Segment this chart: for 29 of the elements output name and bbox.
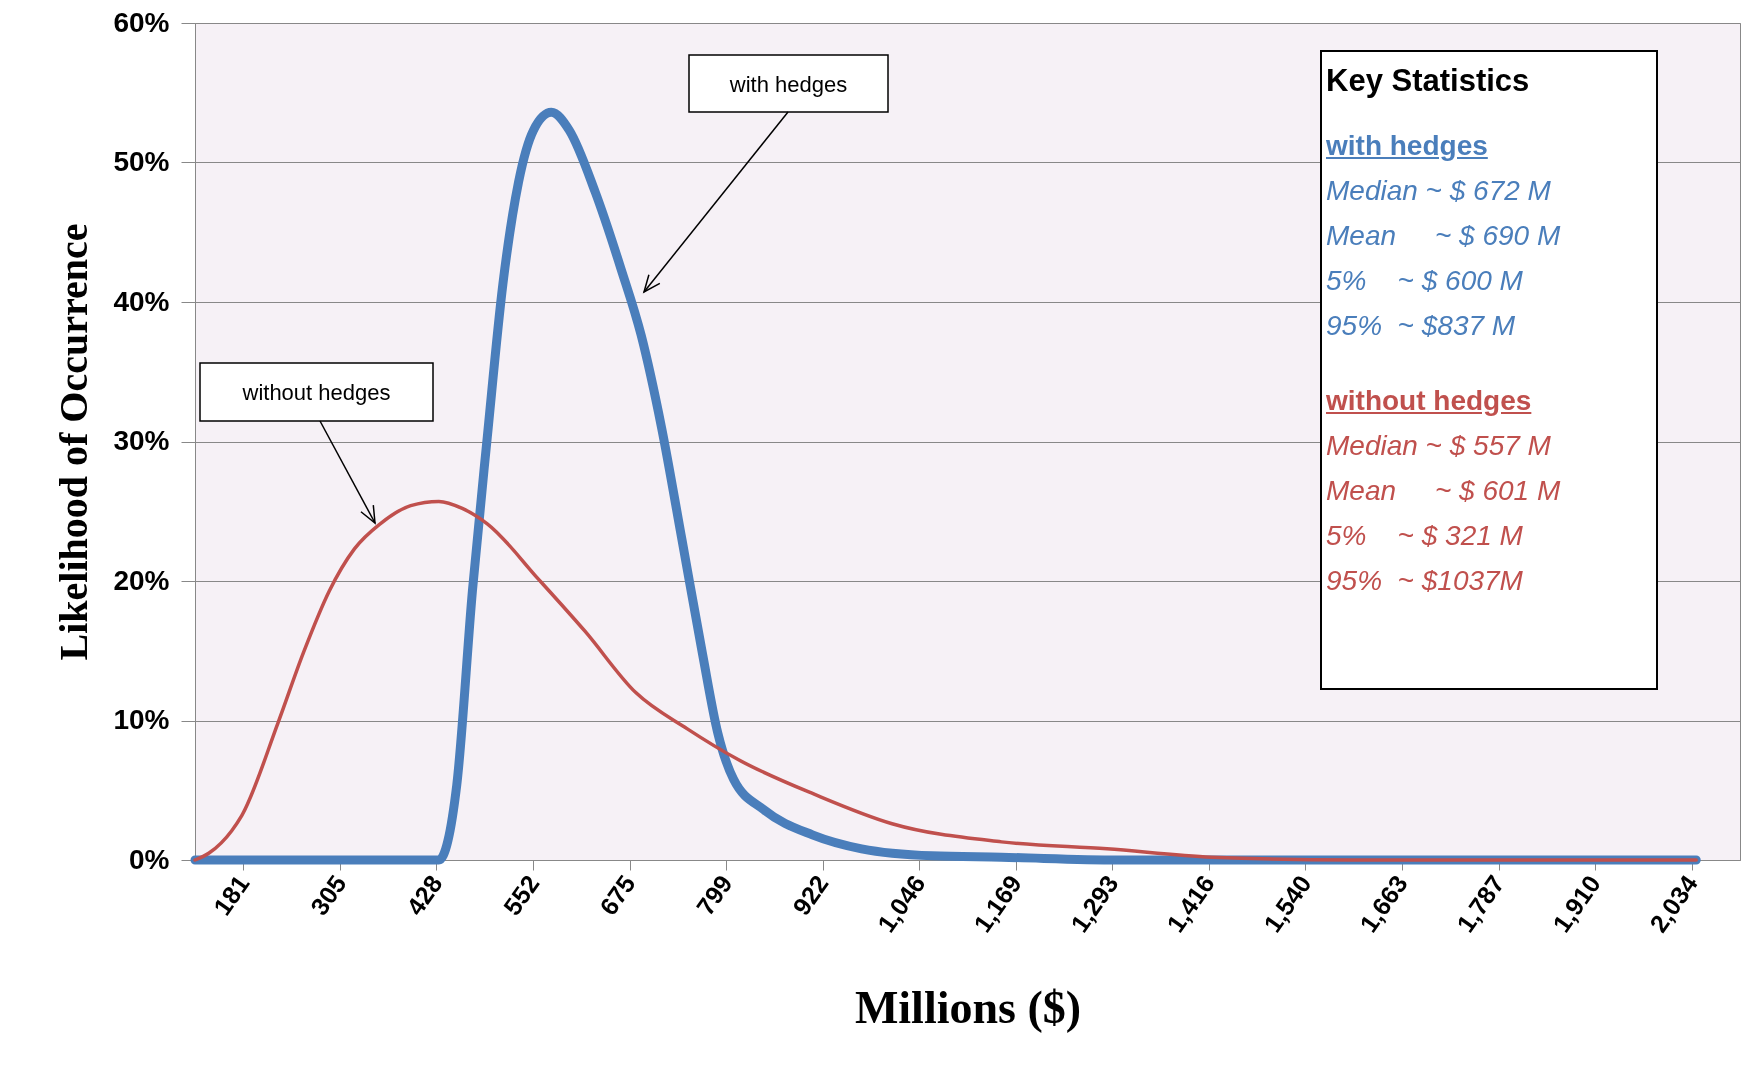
y-tick-label: 0% (129, 843, 170, 875)
y-tick-label: 30% (113, 425, 170, 456)
x-axis-title: Millions ($) (854, 982, 1082, 1034)
y-tick-label: 40% (113, 285, 170, 317)
y-axis-title: Likelihood of Occurrence (51, 223, 97, 661)
annotation: 95% ~ $1037M (1326, 564, 1524, 598)
annotation: 5% ~ $ 600 M (1326, 264, 1524, 298)
annotation: with hedges (1326, 129, 1489, 163)
x-tick-label: 675 (593, 869, 641, 921)
annotation: Median ~ $ 672 M (1326, 174, 1552, 208)
y-tick-label: 10% (113, 704, 170, 735)
x-tick-label: 181 (207, 869, 255, 921)
y-tick-label: 50% (113, 146, 170, 177)
annotation: 5% ~ $ 321 M (1326, 519, 1524, 553)
y-tick-label: 20% (113, 564, 170, 596)
callout-box: without hedges (199, 362, 434, 422)
annotation: Key Statistics (1326, 62, 1531, 100)
x-tick-label: 922 (786, 869, 834, 921)
callout-box: with hedges (688, 54, 889, 113)
annotation: Mean ~ $ 690 M (1326, 219, 1562, 253)
x-tick-label: 428 (400, 869, 448, 921)
annotation: Mean ~ $ 601 M (1326, 474, 1562, 508)
annotation: without hedges (1326, 384, 1533, 418)
x-tick-label: 799 (690, 869, 738, 921)
y-tick-label: 60% (113, 6, 170, 38)
annotation: Median ~ $ 557 M (1326, 429, 1552, 463)
x-tick-label: 552 (497, 869, 545, 921)
x-tick-label: 305 (304, 869, 352, 921)
annotation: 95% ~ $837 M (1326, 309, 1517, 343)
